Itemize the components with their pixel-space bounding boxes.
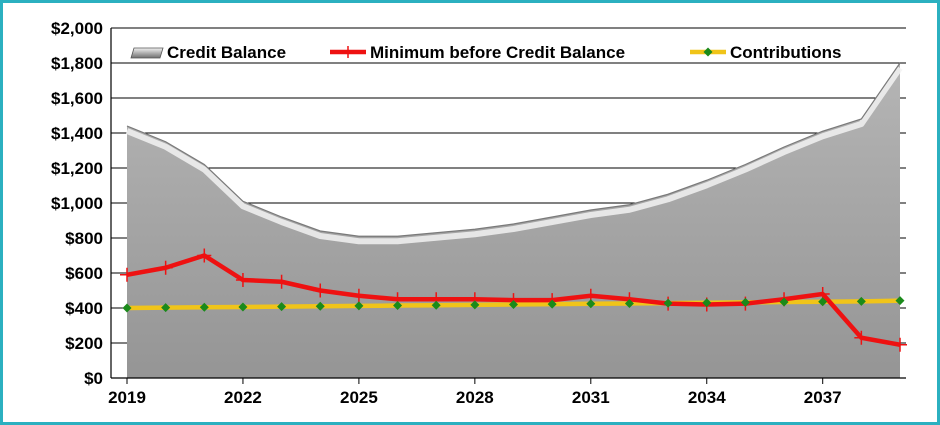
contributions-point-2033 [663, 298, 673, 308]
contributions-point-2025 [354, 301, 364, 311]
y-tick-label-6: $1,200 [51, 159, 103, 178]
y-tick-label-4: $800 [65, 229, 103, 248]
contributions-point-2035 [740, 297, 750, 307]
y-tick-label-8: $1,600 [51, 89, 103, 108]
legend: Credit Balance Minimum before Credit Bal… [130, 43, 841, 62]
minimum-point-2038 [854, 330, 869, 345]
x-tick-label-0: 2019 [108, 388, 146, 407]
axes [110, 28, 906, 384]
contributions-point-2026 [393, 301, 403, 311]
x-tick-label-1: 2022 [224, 388, 262, 407]
contributions-point-2028 [470, 300, 480, 310]
y-tick-label-0: $0 [84, 369, 103, 388]
contributions-point-2021 [199, 302, 209, 312]
contributions-point-2027 [431, 300, 441, 310]
minimum-point-2019 [120, 267, 134, 282]
contributions-point-2030 [547, 299, 557, 309]
y-axis-tick-labels: $0 $200 $400 $600 $800 $1,000 $1,200 $1,400 $1,6… [51, 19, 103, 388]
legend-marker-minimum-before-credit-balance [342, 46, 354, 58]
y-tick-label-2: $400 [65, 299, 103, 318]
credit-balance-area-edge [126, 62, 901, 237]
legend-item-minimum-before-credit-balance: Minimum before Credit Balance [330, 43, 625, 62]
contributions-point-2032 [624, 298, 634, 308]
x-tick-label-5: 2034 [688, 388, 726, 407]
contributions-point-2039 [895, 296, 905, 306]
legend-label-minimum-before-credit-balance: Minimum before Credit Balance [370, 43, 625, 62]
contributions-point-2036 [779, 297, 789, 307]
minimum-point-2020 [158, 260, 173, 275]
credit-balance-area [127, 63, 900, 378]
x-tick-label-2: 2025 [340, 388, 378, 407]
y-tick-label-3: $600 [65, 264, 103, 283]
series-lines-layer [120, 248, 907, 352]
legend-label-contributions: Contributions [730, 43, 841, 62]
minimum-point-2023 [274, 274, 289, 289]
x-tick-label-4: 2031 [572, 388, 610, 407]
minimum-point-2024 [313, 283, 328, 298]
x-tick-label-6: 2037 [804, 388, 842, 407]
contributions-point-2024 [315, 301, 325, 311]
contributions-point-2019 [122, 303, 132, 313]
x-tick-label-3: 2028 [456, 388, 494, 407]
contributions-point-2023 [277, 302, 287, 312]
minimum-point-2039 [893, 337, 907, 352]
legend-label-credit-balance: Credit Balance [167, 43, 286, 62]
credit-balance-area-highlight [125, 66, 903, 245]
contributions-point-2029 [509, 300, 518, 309]
legend-item-contributions: Contributions [690, 43, 841, 62]
contributions-point-2031 [586, 299, 596, 309]
contributions-point-2038 [856, 296, 866, 306]
y-tick-label-5: $1,000 [51, 194, 103, 213]
credit-balance-area-layer [125, 62, 903, 378]
contributions-point-2037 [818, 297, 828, 307]
y-tick-label-9: $1,800 [51, 54, 103, 73]
legend-swatch-credit-balance [130, 47, 164, 59]
legend-marker-contributions [703, 47, 713, 57]
minimum-point-2021 [197, 248, 212, 263]
y-tick-label-10: $2,000 [51, 19, 103, 38]
minimum-point-2025 [351, 288, 366, 303]
y-tick-label-7: $1,400 [51, 124, 103, 143]
y-tick-label-1: $200 [65, 334, 103, 353]
x-axis-tick-labels: 2019 2022 2025 2028 2031 2034 2037 [108, 388, 842, 407]
contributions-point-2022 [238, 302, 248, 312]
contributions-point-2034 [702, 298, 712, 308]
contributions-point-2020 [161, 303, 171, 313]
minimum-point-2022 [235, 273, 250, 287]
legend-item-credit-balance: Credit Balance [130, 43, 286, 62]
